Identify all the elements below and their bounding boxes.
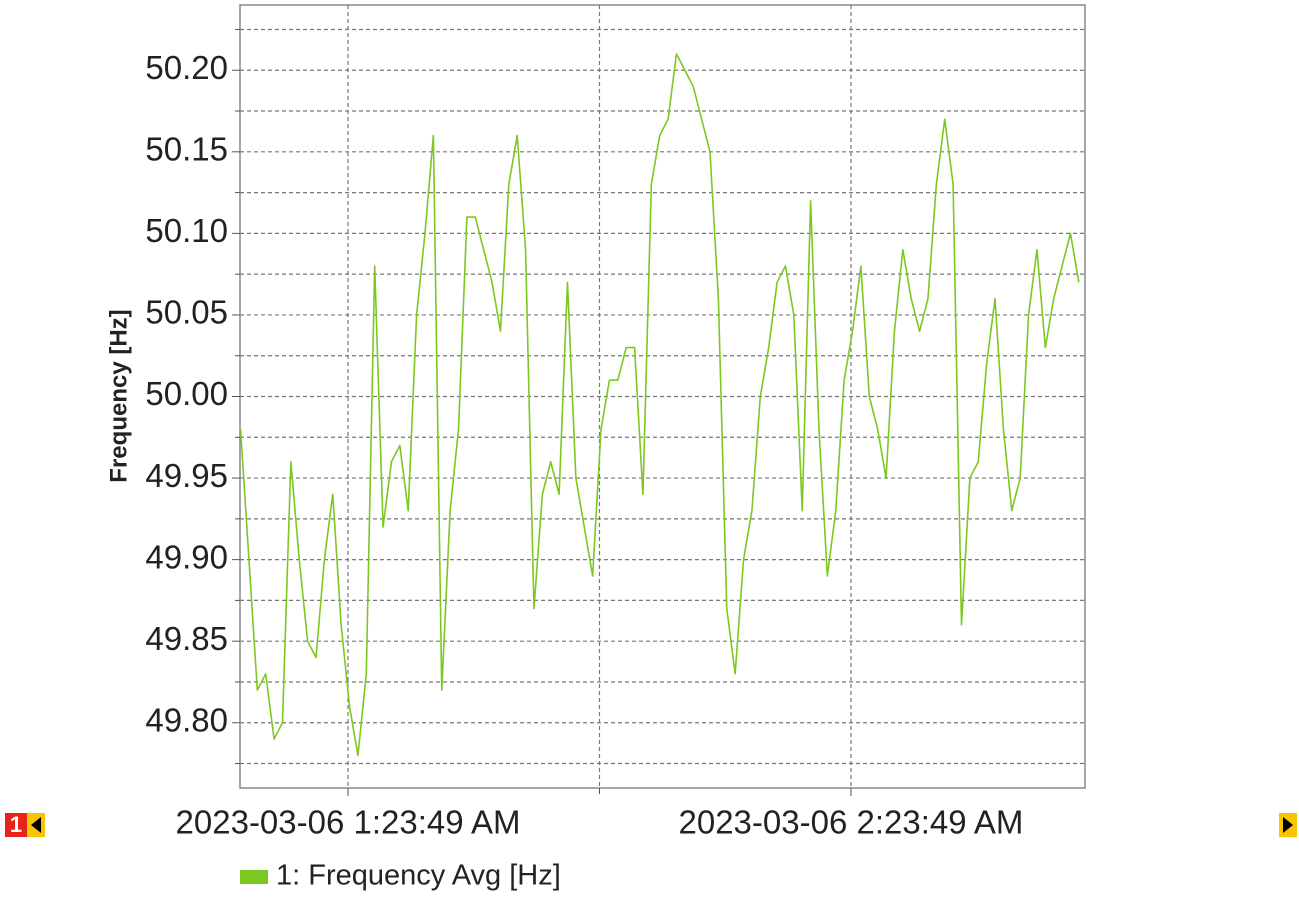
x-tick-label: 2023-03-06 1:23:49 AM (176, 804, 521, 841)
y-axis-label: Frequency [Hz] (105, 309, 132, 482)
legend-label: 1: Frequency Avg [Hz] (276, 860, 561, 892)
x-tick-label: 2023-03-06 2:23:49 AM (679, 804, 1024, 841)
page-number: 1 (10, 812, 22, 837)
legend-swatch (240, 870, 268, 884)
y-tick-label: 49.80 (145, 701, 228, 738)
y-tick-label: 50.15 (145, 131, 228, 168)
y-tick-label: 49.90 (145, 538, 228, 575)
y-tick-label: 50.05 (145, 294, 228, 331)
y-tick-label: 49.85 (145, 620, 228, 657)
y-tick-label: 50.00 (145, 375, 228, 412)
y-tick-label: 50.10 (145, 212, 228, 249)
page-badge (5, 813, 27, 837)
y-tick-label: 49.95 (145, 457, 228, 494)
next-arrow (1283, 817, 1293, 833)
next-page-button[interactable] (1279, 813, 1297, 837)
prev-arrow (31, 817, 41, 833)
y-tick-label: 50.20 (145, 49, 228, 86)
first-page-button[interactable]: 1 (5, 812, 45, 837)
series-line (239, 53, 1080, 757)
